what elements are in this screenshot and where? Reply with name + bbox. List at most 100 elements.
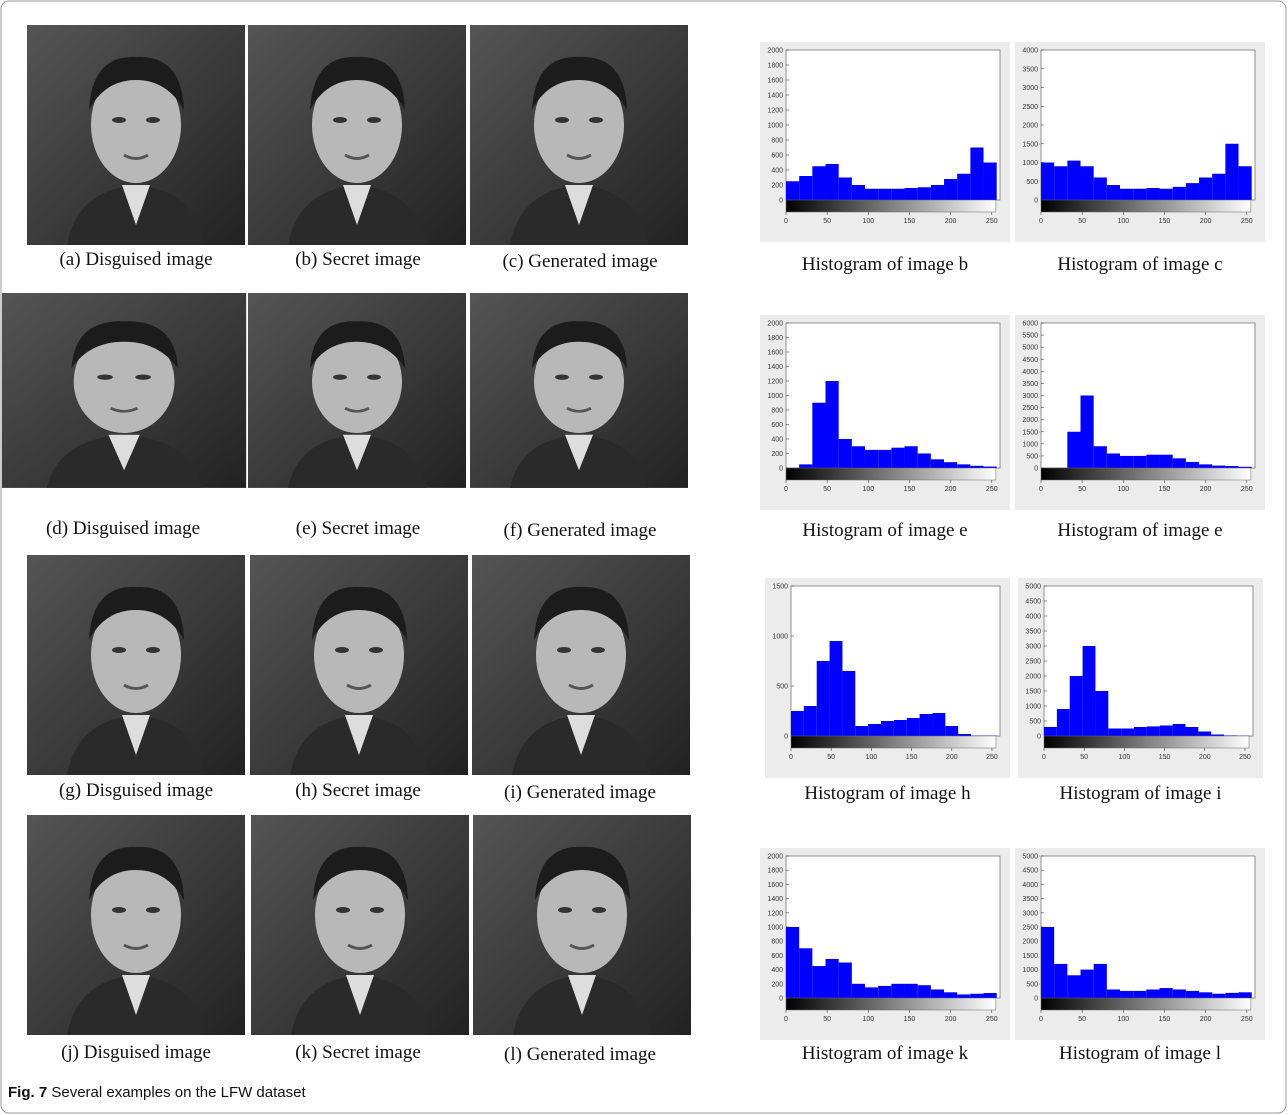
histogram-bar (891, 448, 904, 468)
x-tick-label: 50 (1078, 1016, 1086, 1023)
histogram-bar (918, 454, 931, 469)
histogram-bar (957, 174, 970, 200)
y-tick-label: 1500 (1025, 689, 1041, 696)
histogram-bar (1133, 189, 1146, 200)
histogram-bar (1160, 726, 1173, 737)
y-tick-label: 2000 (1022, 123, 1038, 130)
colorbar (786, 468, 996, 480)
y-tick-label: 2000 (767, 321, 783, 328)
x-tick-label: 200 (945, 486, 957, 493)
figure-caption-text: Several examples on the LFW dataset (51, 1084, 306, 1101)
y-tick-label: 800 (771, 408, 783, 415)
colorbar (1041, 200, 1251, 212)
histogram-bar (812, 166, 825, 200)
histogram-bar (1057, 709, 1070, 736)
y-tick-label: 0 (779, 198, 783, 205)
histogram-caption: Histogram of image i (1060, 783, 1222, 804)
histogram-bar (1147, 726, 1160, 736)
colorbar (786, 998, 996, 1010)
histogram-caption: Histogram of image h (804, 783, 971, 804)
histogram-bar (881, 721, 894, 736)
histogram-bar (984, 163, 997, 201)
y-tick-label: 5000 (1022, 345, 1038, 352)
histogram-bar (1212, 466, 1225, 468)
y-tick-label: 2000 (767, 854, 783, 861)
histogram-bar (1107, 989, 1120, 998)
figure: (a) Disguised image (b) Secret image (c)… (0, 0, 1288, 1115)
y-tick-label: 500 (776, 684, 788, 691)
histogram-bar (1173, 989, 1186, 998)
x-tick-label: 150 (1159, 754, 1171, 761)
photo (27, 555, 245, 775)
y-tick-label: 3500 (1022, 381, 1038, 388)
y-tick-label: 2500 (1022, 925, 1038, 932)
y-tick-label: 1000 (767, 123, 783, 130)
x-tick-label: 50 (1078, 218, 1086, 225)
x-tick-label: 150 (904, 1016, 916, 1023)
histogram-bar (839, 178, 852, 201)
histogram-caption: Histogram of image e (802, 520, 967, 541)
x-tick-label: 0 (784, 218, 788, 225)
histogram-bar (944, 992, 957, 998)
y-tick-label: 1500 (772, 584, 788, 591)
y-tick-label: 1200 (767, 108, 783, 115)
histogram-bar (1160, 189, 1173, 200)
x-tick-label: 50 (823, 486, 831, 493)
histogram-bar (1041, 163, 1054, 201)
photo (250, 555, 468, 775)
x-tick-label: 0 (1042, 754, 1046, 761)
y-tick-label: 3000 (1025, 644, 1041, 651)
y-tick-label: 3000 (1022, 85, 1038, 92)
histogram-caption: Histogram of image c (1057, 254, 1222, 275)
histogram-bar (1067, 432, 1080, 468)
histogram-bar (944, 462, 957, 468)
y-tick-label: 4000 (1022, 369, 1038, 376)
y-tick-label: 1000 (1022, 160, 1038, 167)
histogram-caption: Histogram of image b (802, 254, 968, 275)
y-tick-label: 200 (771, 451, 783, 458)
histogram-bar (1094, 178, 1107, 201)
histogram-bar (957, 994, 970, 998)
histogram-bar (1134, 727, 1147, 736)
y-tick-label: 400 (771, 168, 783, 175)
histogram-bar (1212, 994, 1225, 998)
x-tick-label: 100 (1117, 218, 1129, 225)
x-tick-label: 250 (1241, 486, 1253, 493)
photo (251, 815, 469, 1035)
x-tick-label: 200 (1200, 218, 1212, 225)
y-tick-label: 600 (771, 422, 783, 429)
x-tick-label: 150 (1159, 1016, 1171, 1023)
y-tick-label: 0 (1034, 466, 1038, 473)
histogram-bar (891, 984, 904, 998)
y-tick-label: 2000 (1022, 417, 1038, 424)
histogram-bar (786, 927, 799, 998)
histogram-bar (957, 464, 970, 468)
histogram-bar (1185, 727, 1198, 736)
x-tick-label: 0 (1039, 218, 1043, 225)
image-caption: (l) Generated image (504, 1044, 656, 1065)
y-tick-label: 1400 (767, 896, 783, 903)
histogram-bar (944, 179, 957, 200)
histogram-bar (830, 641, 843, 736)
histogram-bar (931, 459, 944, 468)
histogram-caption: Histogram of image e (1057, 520, 1222, 541)
histogram-bar (1199, 464, 1212, 468)
y-tick-label: 2000 (1022, 939, 1038, 946)
image-caption: (g) Disguised image (59, 780, 213, 801)
y-tick-label: 500 (1029, 719, 1041, 726)
histogram-bar (812, 966, 825, 998)
histogram-bar (812, 403, 825, 468)
histogram-bar (1225, 993, 1238, 998)
y-tick-label: 0 (784, 734, 788, 741)
histogram-bar (984, 993, 997, 998)
histogram-bar (970, 994, 983, 998)
histogram-bar (1081, 396, 1094, 469)
y-tick-label: 800 (771, 939, 783, 946)
histogram-bar (865, 189, 878, 200)
y-tick-label: 500 (1026, 179, 1038, 186)
histogram-bar (1133, 991, 1146, 998)
y-tick-label: 1500 (1022, 953, 1038, 960)
histogram-bar (1081, 166, 1094, 200)
y-tick-label: 200 (771, 183, 783, 190)
histogram-bar (1173, 458, 1186, 468)
